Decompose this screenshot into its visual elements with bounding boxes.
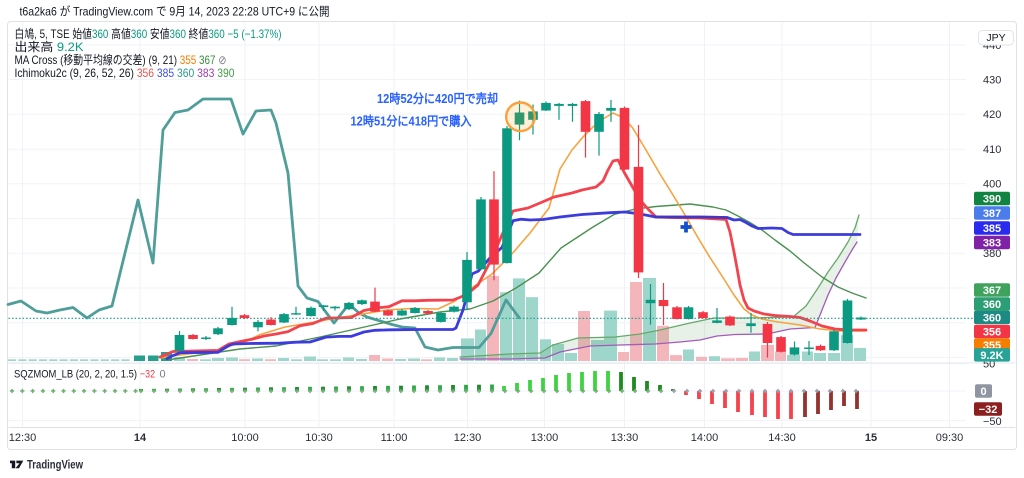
svg-text:0: 0 <box>160 369 166 381</box>
svg-text:430: 430 <box>983 75 1001 87</box>
svg-text:MA Cross (移動平均線の交差) (9, 21) 3: MA Cross (移動平均線の交差) (9, 21) 355 367 ⊘ <box>15 52 227 67</box>
svg-text:TradingView: TradingView <box>27 459 83 471</box>
svg-text:356: 356 <box>983 327 1001 339</box>
svg-text:12時52分に420円で売却: 12時52分に420円で売却 <box>377 91 498 106</box>
svg-text:14:30: 14:30 <box>768 432 796 444</box>
svg-text:10:00: 10:00 <box>231 432 259 444</box>
svg-text:387: 387 <box>983 208 1001 220</box>
svg-text:15: 15 <box>865 432 877 444</box>
svg-text:13:00: 13:00 <box>531 432 559 444</box>
svg-text:10:30: 10:30 <box>305 432 333 444</box>
svg-text:420: 420 <box>983 109 1001 121</box>
svg-text:−32: −32 <box>140 369 155 381</box>
svg-text:Ichimoku2c (9, 26, 52, 26) 35: Ichimoku2c (9, 26, 52, 26) 356 385 360 3… <box>15 66 235 80</box>
svg-text:−50: −50 <box>983 416 1002 428</box>
svg-text:11:00: 11:00 <box>381 432 408 444</box>
svg-text:12:30: 12:30 <box>454 432 482 444</box>
svg-text:出来高 9.2K: 出来高 9.2K <box>15 39 84 54</box>
svg-text:360: 360 <box>983 299 1001 311</box>
svg-text:385: 385 <box>983 223 1001 235</box>
svg-text:410: 410 <box>983 144 1001 156</box>
svg-text:380: 380 <box>983 248 1001 260</box>
svg-text:360: 360 <box>983 312 1001 324</box>
svg-text:JPY: JPY <box>986 32 1005 44</box>
svg-text:9.2K: 9.2K <box>980 350 1003 362</box>
svg-text:367: 367 <box>983 285 1001 297</box>
svg-text:t6a2ka6 が TradingView.com で 9月: t6a2ka6 が TradingView.com で 9月 14, 2023 … <box>20 4 330 19</box>
svg-text:14: 14 <box>134 432 147 444</box>
svg-text:13:30: 13:30 <box>611 432 639 444</box>
svg-text:09:30: 09:30 <box>936 432 964 444</box>
svg-text:400: 400 <box>983 179 1001 191</box>
svg-text:−32: −32 <box>979 404 998 416</box>
svg-text:383: 383 <box>983 238 1001 250</box>
svg-text:0: 0 <box>980 386 986 398</box>
svg-text:12:30: 12:30 <box>9 432 37 444</box>
svg-text:12時51分に418円で購入: 12時51分に418円で購入 <box>351 114 472 129</box>
svg-text:SQZMOM_LB (20, 2, 20, 1.5): SQZMOM_LB (20, 2, 20, 1.5) <box>14 369 137 381</box>
svg-text:390: 390 <box>983 194 1001 206</box>
svg-text:白鳩, 5, TSE 始値360 高値360 安値36: 白鳩, 5, TSE 始値360 高値360 安値360 終値360 −5 (−… <box>15 26 282 41</box>
svg-text:14:00: 14:00 <box>691 432 719 444</box>
